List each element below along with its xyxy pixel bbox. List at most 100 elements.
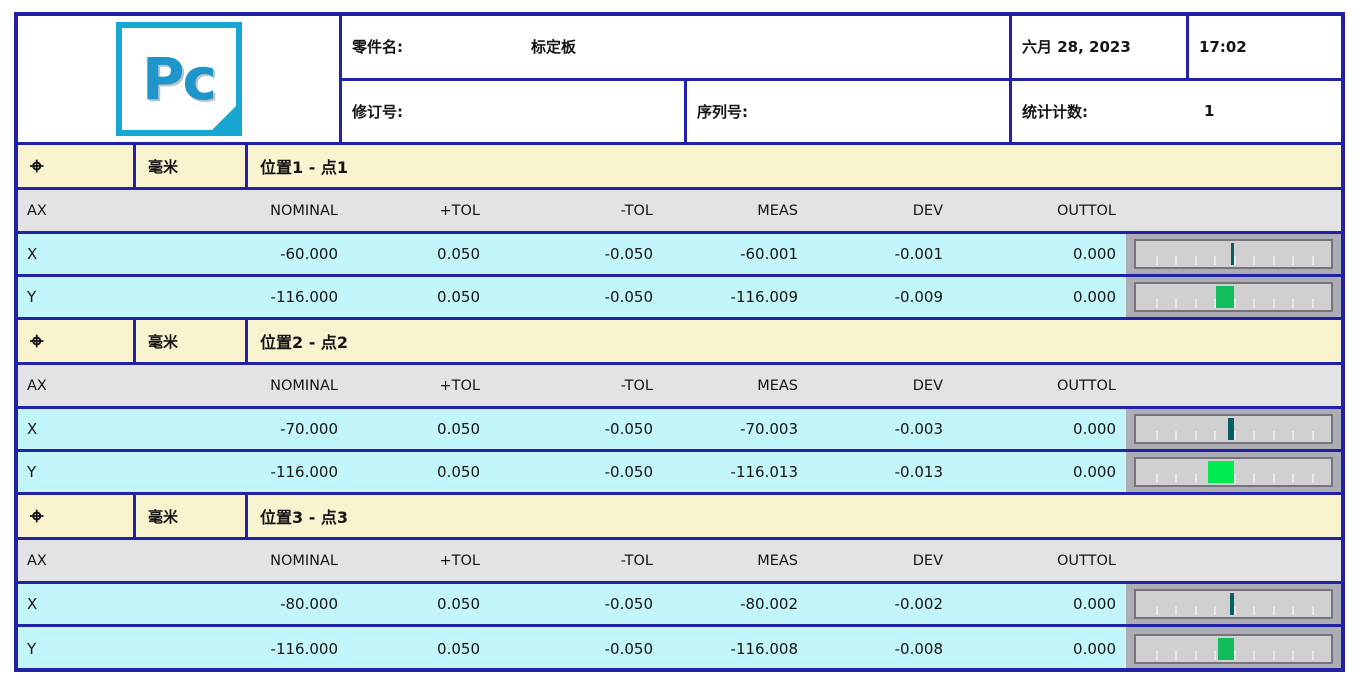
nominal-cell: -80.000 [280, 595, 338, 613]
gauge-tick [1175, 474, 1177, 483]
deviation-gauge-cell [1126, 452, 1341, 492]
column-header-row: AX NOMINAL +TOL -TOL MEAS DEV OUTTOL [18, 190, 1341, 234]
deviation-marker [1217, 637, 1234, 660]
ntol-cell: -0.050 [604, 463, 653, 481]
gauge-tick [1253, 256, 1255, 265]
stat-count-label: 统计计数: [1022, 102, 1088, 121]
col-dev: DEV [912, 202, 943, 219]
outtol-cell: 0.000 [1073, 245, 1116, 263]
section-header: ⌖ 毫米 位置3 - 点3 [18, 495, 1341, 540]
section-header: ⌖ 毫米 位置2 - 点2 [18, 320, 1341, 365]
dev-cell: -0.009 [894, 288, 943, 306]
col-dev: DEV [912, 377, 943, 394]
gauge-tick [1292, 650, 1294, 660]
meas-cell: -60.001 [740, 245, 798, 263]
gauge-tick [1155, 474, 1158, 483]
report-time: 17:02 [1199, 37, 1247, 56]
col-meas: MEAS [757, 552, 798, 569]
gauge-tick [1214, 650, 1216, 660]
gauge-tick [1155, 256, 1158, 265]
ptol-cell: 0.050 [437, 288, 480, 306]
table-row: Y -116.000 0.050 -0.050 -116.013 -0.013 … [18, 452, 1341, 495]
gauge-tick [1292, 299, 1294, 308]
folded-corner-icon [210, 105, 236, 130]
pcdmis-logo-icon: Pc [115, 22, 242, 136]
col-ntol: -TOL [620, 202, 653, 219]
deviation-gauge [1134, 633, 1333, 664]
ptol-cell: 0.050 [437, 595, 480, 613]
axis-cell: Y [27, 463, 37, 481]
gauge-tick [1253, 474, 1255, 483]
column-header-row: AX NOMINAL +TOL -TOL MEAS DEV OUTTOL [18, 365, 1341, 409]
ptol-cell: 0.050 [437, 420, 480, 438]
deviation-gauge [1134, 589, 1333, 619]
dev-cell: -0.003 [894, 420, 943, 438]
col-outtol: OUTTOL [1057, 202, 1116, 219]
table-row: Y -116.000 0.050 -0.050 -116.009 -0.009 … [18, 277, 1341, 320]
part-name-label: 零件名: [352, 38, 403, 57]
col-ptol: +TOL [439, 552, 481, 569]
gauge-tick [1194, 474, 1197, 483]
revision-cell: 修订号: [342, 80, 687, 142]
axis-cell: Y [27, 639, 37, 658]
meas-cell: -116.008 [730, 639, 798, 658]
report-date: 六月 28, 2023 [1022, 38, 1131, 57]
gauge-tick [1311, 256, 1314, 265]
nominal-cell: -60.000 [280, 245, 338, 263]
col-ax: AX [27, 552, 47, 569]
meas-cell: -116.013 [730, 463, 798, 481]
feature-title: 位置3 - 点3 [260, 508, 349, 527]
gauge-tick [1292, 256, 1294, 265]
gauge-tick [1233, 299, 1236, 308]
gauge-tick [1214, 299, 1216, 308]
axis-cell: X [27, 595, 38, 613]
gauge-tick [1214, 606, 1216, 615]
deviation-marker [1208, 461, 1234, 483]
true-position-icon: ⌖ [18, 145, 136, 187]
col-ax: AX [27, 202, 47, 219]
gauge-tick [1253, 606, 1255, 615]
report-header: Pc 零件名: 标定板 六月 28, 2023 17:02 修订号: [18, 16, 1341, 145]
col-outtol: OUTTOL [1057, 552, 1116, 569]
gauge-tick [1272, 256, 1275, 265]
col-meas: MEAS [757, 202, 798, 219]
ntol-cell: -0.050 [604, 420, 653, 438]
gauge-tick [1233, 606, 1236, 615]
ntol-cell: -0.050 [604, 639, 653, 658]
ptol-cell: 0.050 [437, 245, 480, 263]
deviation-gauge-cell [1126, 234, 1341, 274]
feature-title: 位置1 - 点1 [260, 158, 349, 177]
deviation-marker [1230, 243, 1234, 265]
gauge-tick [1155, 606, 1158, 615]
part-name-value: 标定板 [531, 38, 577, 57]
gauge-tick [1194, 650, 1197, 660]
gauge-tick [1253, 299, 1255, 308]
outtol-cell: 0.000 [1073, 463, 1116, 481]
serial-cell: 序列号: [687, 80, 1012, 142]
outtol-cell: 0.000 [1073, 639, 1116, 658]
true-position-icon: ⌖ [18, 320, 136, 362]
col-nominal: NOMINAL [270, 552, 338, 569]
col-meas: MEAS [757, 377, 798, 394]
col-ax: AX [27, 377, 47, 394]
stat-count-value: 1 [1204, 102, 1215, 121]
deviation-gauge [1134, 457, 1333, 487]
gauge-tick [1272, 431, 1275, 440]
gauge-tick [1311, 606, 1314, 615]
deviation-gauge [1134, 239, 1333, 269]
deviation-gauge-cell [1126, 627, 1341, 668]
table-row: Y -116.000 0.050 -0.050 -116.008 -0.008 … [18, 627, 1341, 668]
dev-cell: -0.008 [894, 639, 943, 658]
col-ptol: +TOL [439, 202, 481, 219]
col-nominal: NOMINAL [270, 202, 338, 219]
feature-title: 位置2 - 点2 [260, 333, 349, 352]
gauge-tick [1311, 299, 1314, 308]
gauge-tick [1175, 299, 1177, 308]
gauge-tick [1194, 256, 1197, 265]
ptol-cell: 0.050 [437, 639, 480, 658]
header-fields: 零件名: 标定板 六月 28, 2023 17:02 修订号: 序列号: [342, 16, 1341, 142]
ntol-cell: -0.050 [604, 288, 653, 306]
logo-cell: Pc [18, 16, 342, 142]
outtol-cell: 0.000 [1073, 420, 1116, 438]
dev-cell: -0.013 [894, 463, 943, 481]
